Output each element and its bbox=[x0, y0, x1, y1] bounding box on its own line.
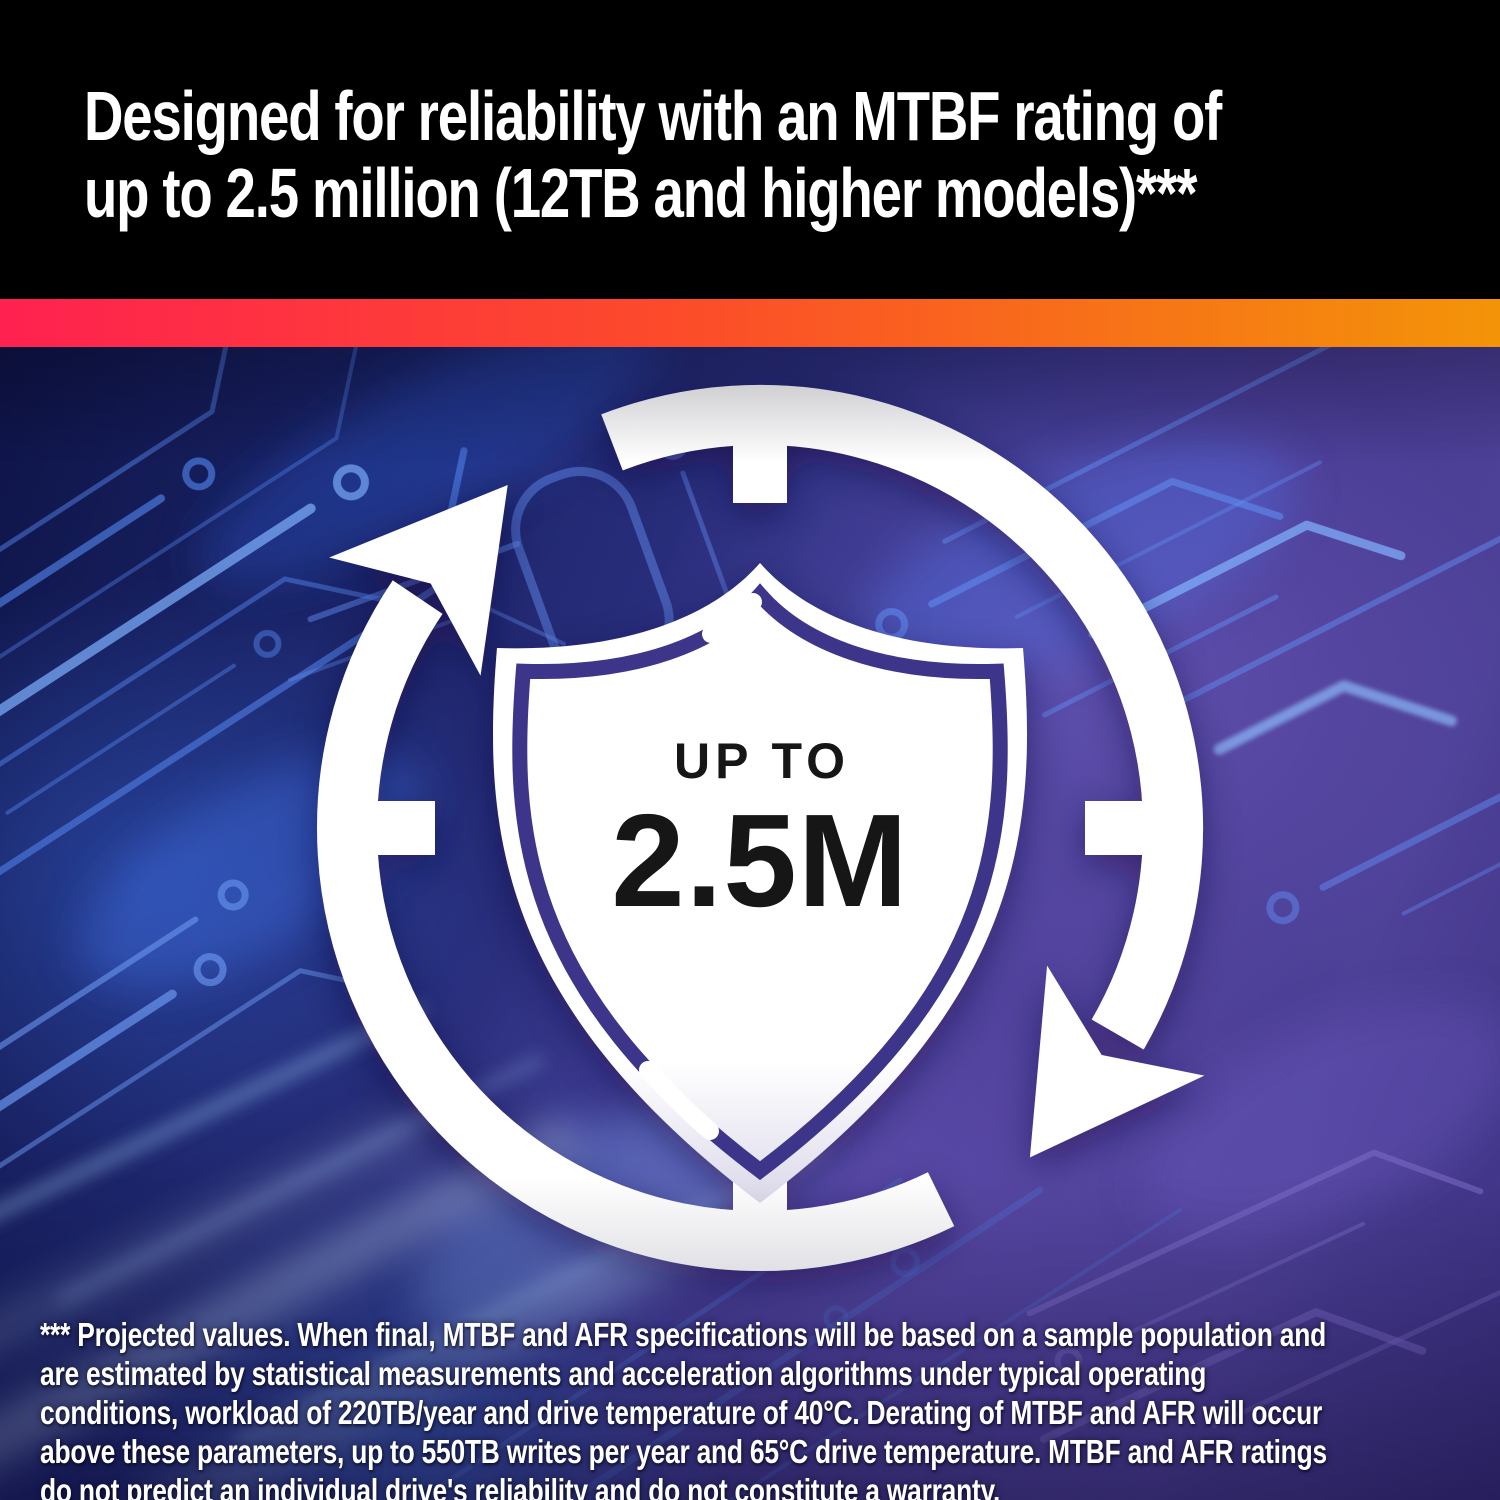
headline-band: Designed for reliability with an MTBF ra… bbox=[0, 0, 1500, 299]
cycle-arc-bottom-left bbox=[317, 580, 955, 1272]
headline: Designed for reliability with an MTBF ra… bbox=[84, 77, 1222, 232]
headline-line-1: Designed for reliability with an MTBF ra… bbox=[84, 77, 1222, 155]
footnote-line: do not predict an individual drive's rel… bbox=[40, 1472, 1001, 1500]
up-to-label: UP TO bbox=[674, 733, 850, 789]
footnote-line: conditions, workload of 220TB/year and d… bbox=[40, 1394, 1323, 1431]
cycle-tick-right bbox=[1085, 801, 1145, 855]
footnote: *** Projected values. When final, MTBF a… bbox=[40, 1315, 1327, 1500]
cycle-tick-top bbox=[733, 443, 787, 503]
cycle-arc-top-right bbox=[601, 384, 1204, 1050]
footnote-line: are estimated by statistical measurement… bbox=[40, 1355, 1207, 1392]
mtbf-reliability-badge: UP TO 2.5M bbox=[317, 384, 1205, 1272]
shield-inner-outline bbox=[512, 583, 1008, 1181]
mtbf-value: 2.5M bbox=[611, 787, 908, 934]
shield-outline-highlight-dashes bbox=[639, 593, 762, 1140]
cycle-arrowheads bbox=[329, 484, 1205, 1158]
footnote-line: *** Projected values. When final, MTBF a… bbox=[40, 1316, 1326, 1353]
cycle-arrowhead-sw bbox=[1029, 965, 1205, 1158]
accent-stripe bbox=[0, 299, 1500, 347]
circuit-board-scene: UP TO 2.5M *** Projected values. When fi… bbox=[0, 347, 1500, 1500]
shield-icon: UP TO 2.5M bbox=[493, 563, 1027, 1203]
footnote-line: above these parameters, up to 550TB writ… bbox=[40, 1433, 1327, 1470]
cycle-arrowhead-ne bbox=[329, 484, 508, 676]
headline-line-2: up to 2.5 million (12TB and higher model… bbox=[84, 154, 1197, 232]
cycle-arrows-icon bbox=[317, 384, 1204, 1272]
cycle-tick-left bbox=[375, 801, 435, 855]
